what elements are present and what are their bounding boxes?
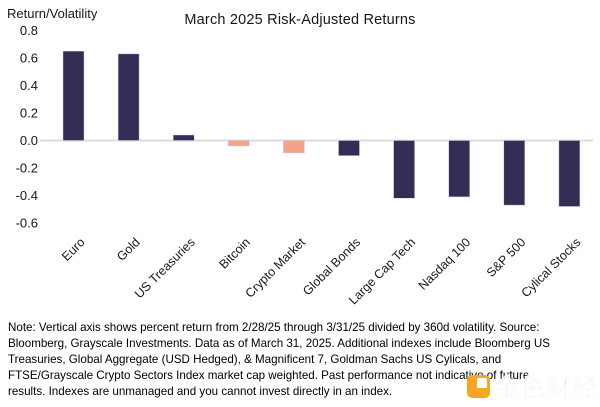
jinse-watermark: 金色财经: [466, 368, 598, 404]
bar-us-treasuries: [172, 134, 195, 141]
bar-nasdaq-100: [448, 140, 470, 198]
footnote-line: Bloomberg, Grayscale Investments. Data a…: [8, 337, 550, 350]
y-tick-label: 0.2: [20, 106, 38, 121]
chart-footnote: Note: Vertical axis shows percent return…: [8, 320, 600, 400]
bar-bitcoin: [228, 140, 250, 147]
chart-title: March 2025 Risk-Adjusted Returns: [184, 12, 416, 28]
x-label-gold: Gold: [114, 235, 143, 264]
x-label-euro: Euro: [59, 235, 88, 264]
y-tick-label: -0.4: [16, 188, 38, 203]
y-axis-title: Return/Volatility: [7, 6, 98, 21]
footnote-line: Treasuries, Global Aggregate (USD Hedged…: [8, 353, 502, 366]
y-tick-label: 0.6: [20, 51, 38, 66]
jinse-logo-icon: [466, 374, 490, 398]
bar-global-bonds: [338, 140, 360, 156]
bar-s-p-500: [503, 140, 526, 206]
footnote-line: results. Indexes are unmanaged and you c…: [8, 385, 393, 398]
bar-large-cap-tech: [393, 140, 415, 199]
x-label-cylical-stocks: Cylical Stocks: [519, 235, 584, 300]
x-label-s-p-500: S&P 500: [484, 235, 529, 280]
footnote-line: FTSE/Grayscale Crypto Sectors Index mark…: [8, 369, 530, 382]
x-label-nasdaq-100: Nasdaq 100: [416, 235, 474, 293]
y-tick-label: -0.2: [16, 161, 38, 176]
y-tick-label: 0.4: [20, 78, 38, 93]
bar-gold: [117, 53, 140, 141]
y-tick-label: 0.0: [20, 133, 38, 148]
footnote-line: Note: Vertical axis shows percent return…: [8, 321, 540, 334]
watermark-text: 金色财经: [493, 374, 598, 403]
bar-crypto-market: [283, 140, 305, 154]
bar-cylical-stocks: [558, 140, 581, 207]
y-tick-label: -0.6: [16, 216, 38, 231]
bar-euro: [62, 50, 85, 141]
x-label-bitcoin: Bitcoin: [216, 235, 252, 271]
y-tick-label: 0.8: [20, 23, 38, 38]
